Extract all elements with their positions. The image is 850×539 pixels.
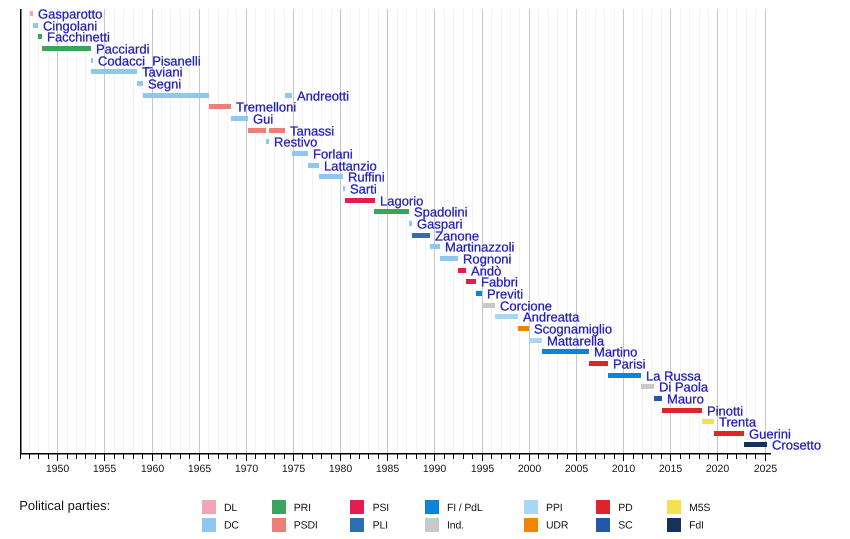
svg-text:Segni: Segni xyxy=(148,76,181,91)
svg-text:1980: 1980 xyxy=(329,463,353,475)
svg-text:Crosetto: Crosetto xyxy=(772,437,821,452)
svg-text:2020: 2020 xyxy=(706,463,730,475)
svg-text:Lattanzio: Lattanzio xyxy=(324,158,377,173)
svg-text:1950: 1950 xyxy=(46,463,70,475)
svg-text:1995: 1995 xyxy=(471,463,495,475)
svg-text:Parisi: Parisi xyxy=(613,356,646,371)
svg-text:1960: 1960 xyxy=(141,463,165,475)
svg-text:1970: 1970 xyxy=(235,463,259,475)
svg-text:Pinotti: Pinotti xyxy=(707,403,743,418)
svg-text:UDR: UDR xyxy=(546,520,569,532)
svg-text:PLI: PLI xyxy=(373,520,388,532)
svg-text:PSI: PSI xyxy=(373,502,389,514)
svg-text:Mattarella: Mattarella xyxy=(547,333,605,348)
svg-text:SC: SC xyxy=(618,520,633,532)
svg-text:1985: 1985 xyxy=(376,463,400,475)
svg-text:Zanone: Zanone xyxy=(435,228,479,243)
svg-text:1955: 1955 xyxy=(93,463,117,475)
svg-text:PSDI: PSDI xyxy=(294,520,318,532)
svg-text:PPI: PPI xyxy=(546,502,562,514)
svg-text:Pacciardi: Pacciardi xyxy=(96,41,150,56)
svg-text:Forlani: Forlani xyxy=(313,146,353,161)
svg-text:M5S: M5S xyxy=(689,502,710,514)
svg-text:Tremelloni: Tremelloni xyxy=(236,99,296,114)
svg-text:Andreatta: Andreatta xyxy=(523,309,580,324)
svg-text:Rognoni: Rognoni xyxy=(463,251,512,266)
svg-text:Tanassi: Tanassi xyxy=(290,123,334,138)
svg-text:Andò: Andò xyxy=(471,263,501,278)
svg-text:Martinazzoli: Martinazzoli xyxy=(445,239,514,254)
svg-text:Facchinetti: Facchinetti xyxy=(47,29,110,44)
svg-text:La Russa: La Russa xyxy=(646,368,702,383)
svg-text:Mauro: Mauro xyxy=(667,391,704,406)
svg-text:Gasparotto: Gasparotto xyxy=(38,6,102,21)
svg-text:Ind.: Ind. xyxy=(447,520,464,532)
svg-text:Andreotti: Andreotti xyxy=(297,88,349,103)
svg-text:Restivo: Restivo xyxy=(274,134,317,149)
svg-text:DL: DL xyxy=(224,502,237,514)
svg-text:Fabbri: Fabbri xyxy=(481,274,518,289)
svg-text:DC: DC xyxy=(224,520,239,532)
svg-text:FI / PdL: FI / PdL xyxy=(447,502,483,514)
svg-text:Cingolani: Cingolani xyxy=(43,18,97,33)
svg-text:PRI: PRI xyxy=(294,502,311,514)
svg-text:2005: 2005 xyxy=(565,463,589,475)
svg-text:1990: 1990 xyxy=(423,463,447,475)
svg-text:1975: 1975 xyxy=(282,463,306,475)
svg-text:2015: 2015 xyxy=(659,463,683,475)
svg-text:1965: 1965 xyxy=(188,463,212,475)
svg-text:Sarti: Sarti xyxy=(350,181,377,196)
svg-text:Trenta: Trenta xyxy=(719,414,757,429)
svg-text:Taviani: Taviani xyxy=(142,64,183,79)
svg-text:Lagorio: Lagorio xyxy=(380,193,423,208)
svg-text:Gaspari: Gaspari xyxy=(417,216,463,231)
svg-text:Guerini: Guerini xyxy=(749,426,791,441)
svg-text:Gui: Gui xyxy=(253,111,273,126)
svg-text:FdI: FdI xyxy=(689,520,704,532)
svg-text:Ruffini: Ruffini xyxy=(348,169,385,184)
svg-text:Previti: Previti xyxy=(487,286,523,301)
svg-text:2010: 2010 xyxy=(612,463,636,475)
svg-text:Codacci_Pisanelli: Codacci_Pisanelli xyxy=(98,53,201,68)
svg-text:Di Paola: Di Paola xyxy=(659,379,709,394)
svg-text:Political parties:: Political parties: xyxy=(19,498,110,513)
svg-text:2025: 2025 xyxy=(754,463,778,475)
svg-text:PD: PD xyxy=(618,502,633,514)
svg-text:Scognamiglio: Scognamiglio xyxy=(534,321,612,336)
svg-text:Martino: Martino xyxy=(594,344,637,359)
svg-text:Spadolini: Spadolini xyxy=(414,204,468,219)
svg-text:Corcione: Corcione xyxy=(500,298,552,313)
svg-text:2000: 2000 xyxy=(518,463,542,475)
